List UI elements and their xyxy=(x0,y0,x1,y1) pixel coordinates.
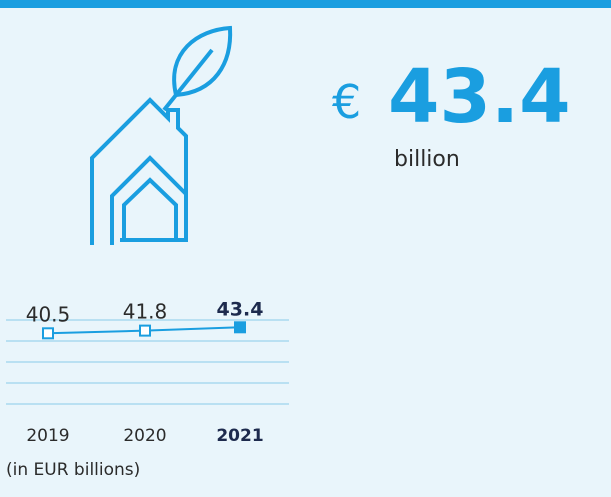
house-inner xyxy=(110,155,188,245)
headline-unit: billion xyxy=(394,147,460,172)
x-tick-label: 2019 xyxy=(26,426,69,446)
x-tick-label: 2020 xyxy=(123,426,166,446)
headline-value: 43.4 xyxy=(388,54,571,140)
currency: € xyxy=(332,75,361,129)
value-label: 41.8 xyxy=(123,300,168,324)
house-icon xyxy=(90,25,233,245)
house-outline xyxy=(90,97,188,245)
marker xyxy=(42,327,54,340)
top-bar xyxy=(0,0,611,8)
value-label: 43.4 xyxy=(217,298,264,320)
leaf-stem xyxy=(162,48,214,112)
marker xyxy=(234,321,246,334)
note: (in EUR billions) xyxy=(6,460,140,480)
x-tick-label: 2021 xyxy=(216,426,263,446)
decor-lines xyxy=(6,319,289,405)
value-label: 40.5 xyxy=(26,302,71,326)
house-door xyxy=(122,177,178,240)
marker xyxy=(139,324,151,337)
